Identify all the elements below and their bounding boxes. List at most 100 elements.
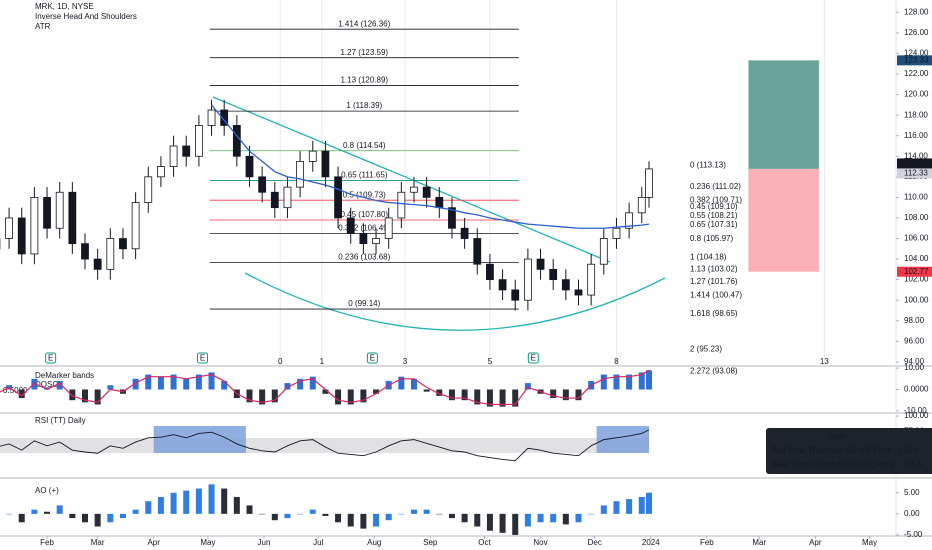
ao-bar: [233, 496, 240, 514]
ao-bar: [284, 513, 291, 519]
y-tick-label: 120.00: [904, 90, 929, 99]
candle-body: [460, 227, 469, 239]
candle-body: [106, 238, 115, 270]
pane-title: AO (+): [35, 486, 59, 495]
candle-body: [523, 258, 532, 301]
candle-body: [359, 232, 368, 245]
ao-bar: [69, 513, 76, 519]
x-tick-label: 2024: [642, 538, 660, 547]
ao-bar: [613, 501, 620, 514]
osc-bar: [347, 389, 354, 405]
fib-label: 2 (95.23): [690, 344, 722, 353]
y-tick-label: 124.00: [904, 49, 929, 58]
ao-bar: [18, 513, 25, 523]
fib-label: 1 (118.39): [346, 101, 382, 110]
tooltip-line: Bull Zone Threshold (64.63) Price : 110.…: [772, 446, 918, 455]
osc-line: [0, 369, 650, 406]
y-tick-label: -5.00: [904, 530, 923, 539]
osc-bar: [423, 389, 430, 392]
osc-bar: [646, 370, 652, 390]
candle-body: [207, 109, 216, 126]
price-label-bg: [897, 55, 932, 66]
osc-bar: [600, 374, 607, 390]
osc-bar: [626, 374, 633, 390]
y-tick-label: 102.00: [904, 275, 929, 284]
candle-body: [397, 191, 406, 219]
y-tick-label: 108.00: [904, 213, 929, 222]
candle-body: [270, 191, 279, 209]
ao-bar: [347, 513, 354, 527]
fib-label: 0.65 (107.31): [690, 220, 738, 229]
candle-body: [346, 217, 355, 234]
fib-label: 0.382 (106.49): [338, 224, 390, 233]
fib-label: 0.8 (114.54): [343, 141, 386, 150]
candle-body: [473, 238, 482, 265]
fib-label: 1.618 (98.65): [690, 309, 738, 318]
ao-bar: [208, 484, 215, 514]
osc-bar: [18, 389, 25, 399]
ao-bar: [31, 509, 38, 514]
fib-label: 0.55 (108.21): [690, 211, 738, 220]
fib-label: 1.414 (100.47): [690, 290, 742, 299]
ao-bar: [524, 513, 531, 527]
ao-bar: [474, 513, 481, 527]
candle-body: [220, 109, 229, 126]
ao-bar: [512, 513, 519, 535]
candle-body: [498, 279, 507, 291]
ao-bar: [56, 505, 63, 514]
osc-bar: [259, 389, 266, 405]
ao-bar: [309, 509, 316, 514]
osc-bar: [208, 372, 215, 390]
osc-bar: [461, 389, 468, 401]
pane-title: RSI (TT) Daily: [35, 416, 86, 425]
candle-body: [486, 263, 494, 281]
profit-zone: [748, 60, 819, 169]
x-tick-label: May: [862, 538, 877, 547]
candle-body: [5, 217, 13, 239]
fib-label: 1.27 (123.59): [340, 48, 388, 57]
osc-bar: [562, 389, 569, 401]
candle-body: [321, 150, 330, 178]
osc-bar: [360, 389, 367, 403]
x-tick-label: Apr: [809, 538, 822, 547]
osc-bar: [550, 389, 557, 399]
candle-body: [296, 161, 305, 188]
osc-bar: [221, 380, 228, 390]
time-zone-label: 3: [403, 357, 408, 366]
candle-body: [625, 212, 634, 229]
ao-bar: [575, 513, 582, 523]
symbol: MRK, 1D, NYSE: [35, 2, 94, 11]
y-tick-label: -10.00: [904, 406, 927, 415]
candle-body: [169, 145, 178, 167]
bull-zone: [153, 426, 246, 454]
x-tick-label: Mar: [91, 538, 105, 547]
y-tick-label: 116.00: [904, 131, 928, 140]
osc-bar: [44, 387, 51, 390]
y-tick-label: 10.00: [904, 363, 925, 372]
y-tick-label: 122.00: [904, 69, 929, 78]
ao-bar: [271, 513, 278, 521]
ao-bar: [107, 513, 114, 523]
earnings-label: E: [48, 354, 53, 363]
candle-body: [17, 217, 26, 255]
fib-label: 1.27 (101.76): [690, 277, 738, 286]
ao-bar: [398, 513, 405, 515]
candle-body: [422, 186, 431, 198]
ao-bar: [550, 513, 557, 523]
candle-body: [232, 125, 241, 157]
earnings-label: E: [531, 354, 536, 363]
price-label-bg: [897, 168, 932, 179]
candle-body: [637, 196, 646, 214]
x-tick-label: May: [200, 538, 215, 547]
candle-body: [157, 166, 165, 178]
y-tick-label: 0.0000: [904, 385, 929, 394]
fib-label: 1.414 (126.36): [338, 19, 390, 28]
ao-bar: [486, 513, 493, 531]
y-tick-label: 126.00: [904, 28, 929, 37]
x-tick-label: Feb: [40, 538, 54, 547]
pane-title: DeMarker bands: [35, 371, 94, 380]
earnings-icon: [366, 352, 378, 364]
osc-bar: [284, 383, 291, 390]
candle-body: [30, 196, 39, 255]
